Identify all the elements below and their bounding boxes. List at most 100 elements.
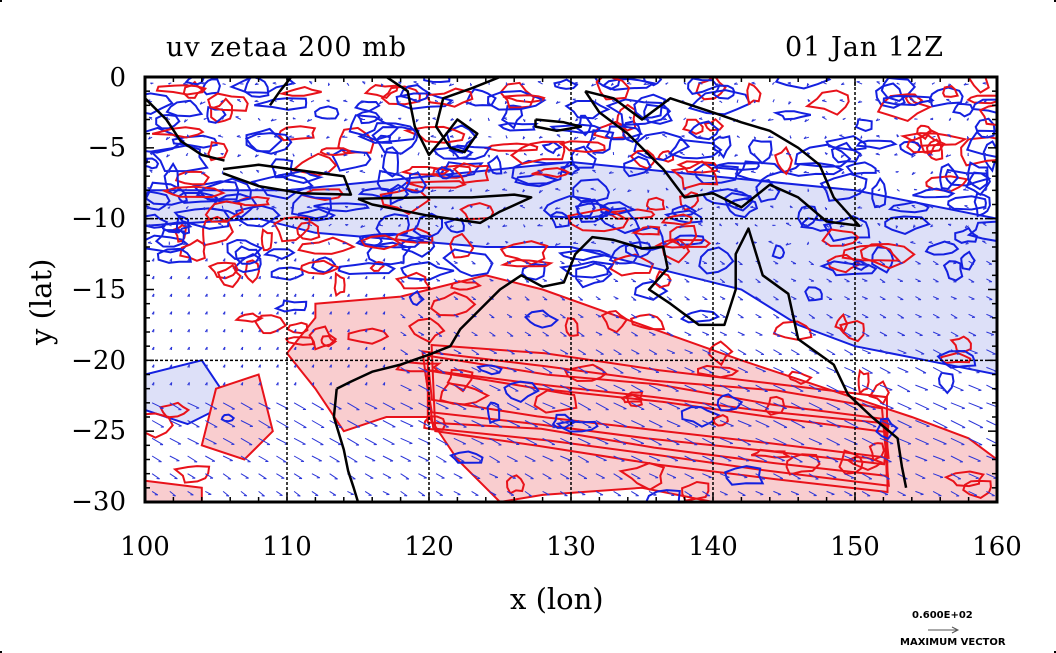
wind-vector	[844, 455, 857, 462]
wind-vector	[844, 420, 859, 428]
wind-vector	[489, 437, 502, 446]
positive-contour	[363, 84, 399, 100]
wind-vector-head	[449, 224, 453, 228]
negative-contour	[593, 77, 621, 91]
wind-vector-head	[467, 136, 471, 140]
wind-vector-head	[362, 240, 366, 243]
wind-vector	[915, 296, 922, 301]
wind-vector	[435, 473, 445, 479]
positive-contour	[145, 412, 174, 439]
wind-vector-head	[841, 242, 844, 247]
wind-vector-head	[894, 153, 898, 156]
wind-vector	[719, 402, 734, 409]
wind-vector-head	[579, 263, 583, 265]
wind-vector	[471, 455, 483, 462]
wind-vector	[577, 455, 590, 463]
wind-vector-head	[236, 135, 240, 137]
positive-contour	[630, 225, 661, 236]
positive-contour	[439, 382, 491, 406]
negative-contour	[642, 77, 663, 87]
wind-vector	[453, 402, 467, 410]
wind-vector-head	[965, 172, 968, 176]
wind-vector-head	[932, 135, 936, 138]
wind-vector	[808, 384, 822, 392]
wind-vector	[844, 473, 855, 479]
positive-contour	[430, 343, 889, 494]
wind-vector	[577, 384, 590, 391]
wind-vector	[311, 473, 321, 479]
wind-vector	[311, 402, 324, 411]
wind-vector	[631, 366, 642, 373]
negative-contour	[442, 248, 494, 278]
wind-vector-head	[238, 223, 242, 227]
wind-vector	[897, 402, 912, 410]
wind-vector-head	[735, 223, 739, 225]
negative-contour	[161, 221, 193, 234]
x-tick-label: 110	[262, 532, 312, 562]
wind-vector	[808, 455, 821, 463]
wind-vector-head	[896, 134, 900, 138]
wind-vector-head	[806, 241, 810, 245]
wind-vector	[879, 313, 887, 319]
wind-vector-head	[948, 117, 952, 121]
wind-vector	[968, 473, 979, 479]
wind-vector-head	[538, 135, 542, 139]
wind-vector	[808, 402, 823, 410]
wind-vector	[560, 331, 567, 337]
wind-vector-head	[627, 189, 630, 193]
negative-contour	[819, 172, 868, 202]
wind-vector-head	[504, 100, 507, 105]
negative-contour	[400, 261, 455, 281]
positive-contour	[505, 474, 525, 495]
wind-vector	[915, 420, 930, 427]
wind-vector	[915, 384, 928, 391]
wind-vector	[666, 349, 676, 354]
x-tick-label: 160	[972, 532, 1022, 562]
negative-contour	[887, 200, 930, 214]
wind-vector-head	[505, 153, 509, 155]
wind-vector	[489, 490, 497, 496]
wind-vector-head	[360, 100, 363, 104]
wind-vector-head	[149, 116, 153, 119]
wind-vector-head	[465, 101, 469, 105]
positive-region	[200, 373, 274, 461]
wind-vector-head	[681, 206, 685, 210]
wind-vector	[577, 473, 588, 480]
positive-contour	[394, 227, 434, 244]
negative-contour	[772, 110, 812, 121]
wind-vector-head	[806, 83, 809, 87]
wind-vector	[968, 296, 975, 300]
wind-vector-head	[841, 170, 845, 174]
positive-contour	[942, 85, 960, 98]
wind-vector-head	[343, 99, 347, 102]
wind-vector-head	[965, 100, 968, 104]
wind-vector	[897, 420, 912, 428]
wind-vector	[169, 455, 180, 462]
wind-vector	[364, 437, 377, 446]
negative-contour	[947, 195, 987, 211]
wind-vector-head	[182, 242, 186, 246]
wind-vector	[968, 331, 977, 337]
wind-vector-head	[930, 117, 934, 120]
wind-vector	[453, 490, 461, 496]
wind-vector-head	[718, 188, 722, 191]
positive-contour	[172, 465, 211, 484]
wind-vector-head	[539, 241, 544, 244]
positive-contour	[746, 82, 762, 106]
wind-vector-head	[663, 223, 667, 226]
wind-vector-head	[825, 170, 829, 174]
wind-vector	[808, 490, 817, 497]
negative-contour	[145, 234, 189, 254]
positive-contour	[380, 85, 421, 106]
wind-vector	[719, 349, 729, 355]
positive-contour	[369, 260, 385, 273]
wind-vector	[258, 473, 267, 480]
wind-vector-head	[168, 188, 172, 191]
wind-vector-head	[592, 136, 595, 140]
axis-ticks	[144, 76, 998, 503]
negative-contour	[623, 155, 652, 178]
wind-vector-head	[148, 136, 151, 140]
wind-vector-head	[911, 154, 914, 158]
negative-contour	[551, 413, 577, 429]
positive-contour	[202, 215, 234, 247]
